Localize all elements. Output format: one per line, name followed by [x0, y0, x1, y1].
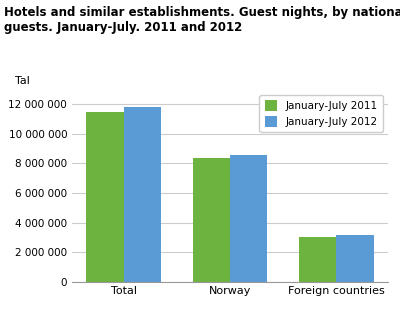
- Bar: [124, 107, 161, 282]
- Bar: [193, 157, 230, 282]
- Text: Hotels and similar establishments. Guest nights, by nationality of the
guests. J: Hotels and similar establishments. Guest…: [4, 6, 400, 34]
- Legend: January-July 2011, January-July 2012: January-July 2011, January-July 2012: [260, 95, 383, 132]
- Bar: [336, 235, 374, 282]
- Bar: [299, 236, 336, 282]
- Bar: [230, 155, 267, 282]
- Bar: [86, 112, 124, 282]
- Text: Tal: Tal: [15, 76, 30, 86]
